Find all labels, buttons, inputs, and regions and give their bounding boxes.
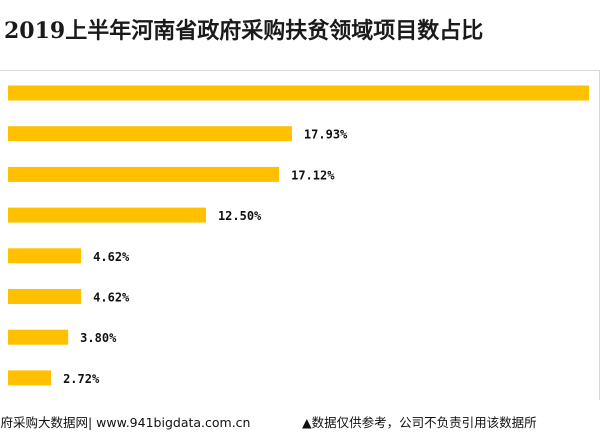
bar [8, 248, 82, 264]
data-label: 3.80% [80, 331, 117, 345]
bar [8, 329, 69, 345]
data-label: 17.12% [291, 168, 335, 182]
data-label: 4.62% [93, 291, 130, 305]
chart-title: 2019上半年河南省政府采购扶贫领域项目数占比 [4, 18, 484, 44]
disclaimer-note: ▲数据仅供参考，公司不负责引用该数据所 [302, 415, 537, 430]
bar [8, 166, 280, 182]
data-label: 2.72% [63, 372, 100, 386]
plot-area: 17.93% 17.12% 12.50% 4.62% 4.62% 3.80% 2.72% [0, 70, 600, 400]
bar [8, 126, 292, 142]
footer: 政府采购大数据网| www.941bigdata.com.cn ▲数据仅供参考，… [0, 413, 600, 433]
bar-chart: 17.93% 17.12% 12.50% 4.62% 4.62% 3.80% 2.72% [8, 85, 589, 386]
data-label: 17.93% [304, 128, 348, 142]
bar [8, 207, 206, 223]
source-note: 政府采购大数据网| www.941bigdata.com.cn [0, 415, 251, 430]
data-label: 12.50% [218, 209, 262, 223]
bar [8, 370, 52, 386]
bar [8, 85, 589, 101]
data-label: 4.62% [93, 250, 130, 264]
bar [8, 289, 82, 304]
